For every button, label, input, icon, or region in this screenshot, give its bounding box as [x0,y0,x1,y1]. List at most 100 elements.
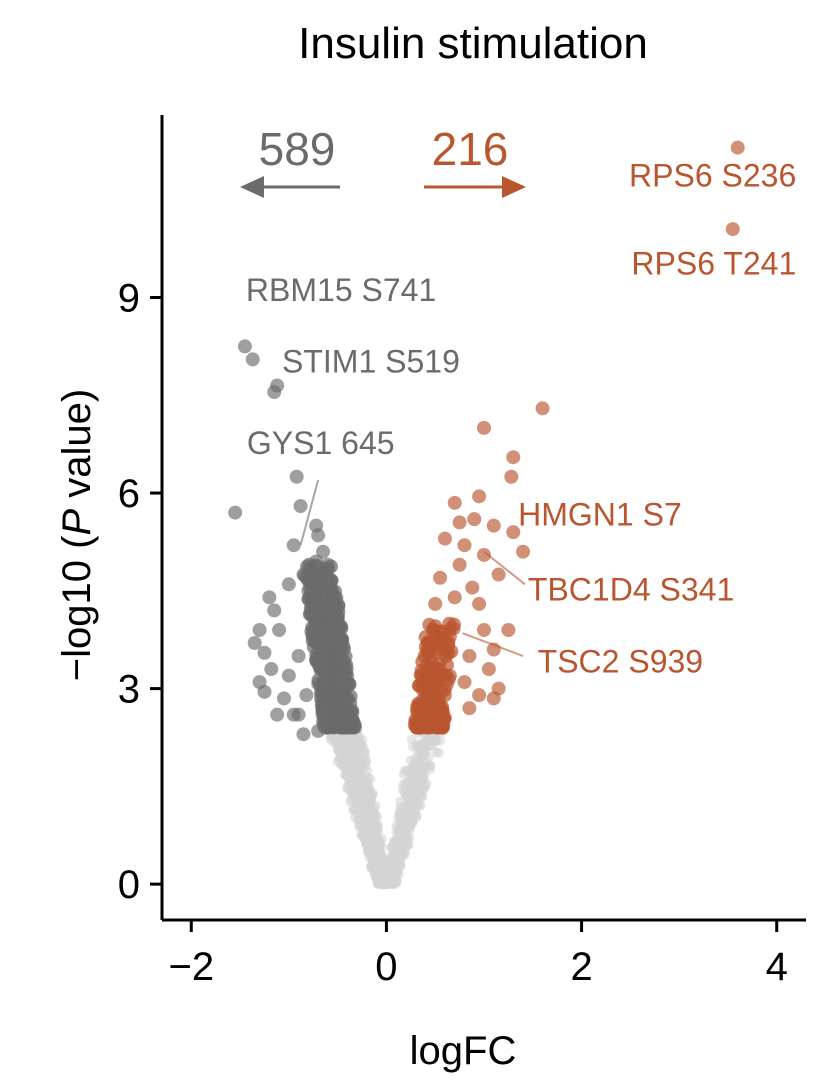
up-point [452,515,467,530]
y-axis-title-suffix: value) [55,389,99,509]
ns-point [367,789,378,800]
up-point [467,512,482,527]
ns-point [363,832,374,843]
gene-label: RPS6 T241 [631,246,796,282]
y-tick-label: 9 [118,277,140,321]
up-point [472,489,487,504]
down-point [301,583,316,598]
ns-point [359,750,370,761]
down-count-label: 589 [259,123,336,175]
down-point [296,727,311,742]
up-point [424,655,439,670]
up-point [426,644,441,659]
up-point [442,668,457,683]
leader-line [483,550,526,586]
down-point [311,723,326,738]
ns-points [325,723,448,890]
up-point [477,420,491,435]
up-point [472,596,487,611]
up-point [486,691,501,706]
ns-point [402,805,413,816]
ns-point [421,737,432,748]
up-point [486,518,501,533]
ns-point [346,754,357,765]
up-point [434,683,449,698]
down-point [315,580,330,595]
chart-title: Insulin stimulation [298,19,648,68]
ns-point [351,774,362,785]
up-point [465,580,480,595]
down-point [270,707,285,722]
leader-lines [299,479,526,657]
ns-point [357,734,368,745]
y-axis-title-italic: P [55,509,99,536]
y-tick-label: 6 [118,472,140,516]
ns-point [413,758,424,769]
up-point [506,450,521,465]
down-point [328,584,343,599]
up-point [730,140,745,155]
ns-point [431,735,442,746]
gene-label: TBC1D4 S341 [528,572,734,608]
down-point [289,469,304,484]
ns-point [433,747,444,758]
ns-point [353,764,364,775]
ns-point [407,741,418,752]
ns-point [407,788,418,799]
up-point [725,222,740,237]
up-count-label: 216 [432,123,509,175]
up-point [437,710,452,725]
up-points [407,140,745,735]
up-point [516,544,531,559]
down-point [286,538,301,553]
down-point [281,668,296,683]
x-tick-label: 4 [766,945,788,989]
up-point [477,622,491,637]
gene-label: STIM1 S519 [282,343,460,379]
ns-point [383,865,394,876]
up-point [462,701,477,716]
up-point [442,629,457,644]
up-point [424,682,439,697]
up-point [504,469,519,484]
ns-point [363,782,374,793]
ns-point [381,878,392,889]
up-point [457,675,472,690]
down-point [333,676,348,691]
down-point [276,691,291,706]
ns-point [417,775,428,786]
ns-point [355,821,366,832]
x-tick-label: 2 [570,945,592,989]
down-point [286,707,301,722]
ns-point [342,742,353,753]
up-point [481,662,496,677]
gene-label: RPS6 S236 [629,158,796,194]
down-point [237,339,252,354]
down-point [252,622,267,637]
up-count: 216 [424,123,526,198]
down-point [334,633,349,648]
ns-point [395,796,406,807]
ns-point [355,789,366,800]
up-point [462,649,477,664]
down-point [247,635,262,650]
up-point [506,525,521,540]
down-points [228,339,362,742]
ns-point [401,823,412,834]
down-point [331,604,346,619]
ns-point [397,784,408,795]
x-axis-title: logFC [410,1029,517,1073]
down-point [306,639,321,654]
down-point [281,577,296,592]
ns-point [425,764,436,775]
ns-point [407,779,418,790]
leader-line [299,479,320,546]
x-tick-label: 0 [375,945,397,989]
up-point [477,547,491,562]
y-axis-title: −log10 (P value) [55,389,99,681]
down-point [320,600,335,615]
y-axis-ticks: 0 3 6 9 [118,277,162,907]
ns-point [388,855,399,866]
down-point [325,615,340,630]
